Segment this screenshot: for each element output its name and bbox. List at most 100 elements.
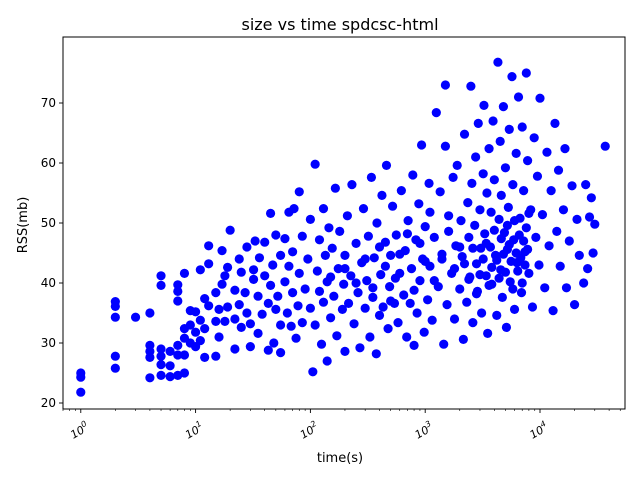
data-point — [509, 216, 520, 226]
data-point — [130, 312, 141, 322]
data-point — [527, 302, 538, 312]
data-point — [248, 274, 259, 284]
data-point — [320, 250, 330, 260]
data-point — [387, 201, 398, 211]
data-point — [234, 300, 244, 310]
data-point — [498, 249, 509, 259]
data-point — [399, 290, 409, 300]
data-point — [185, 320, 195, 330]
data-point — [374, 310, 385, 320]
data-point — [314, 286, 325, 296]
data-point — [173, 350, 183, 360]
data-point — [553, 165, 564, 175]
data-point — [484, 144, 494, 154]
data-point — [444, 226, 454, 236]
data-point — [288, 247, 298, 257]
data-point — [365, 332, 375, 342]
data-point — [440, 141, 451, 151]
data-point — [378, 302, 388, 312]
data-point — [322, 356, 332, 366]
data-point — [265, 208, 276, 218]
data-point — [200, 324, 210, 334]
x-tick-label: 104 — [526, 419, 550, 442]
data-point — [289, 204, 299, 214]
data-point — [260, 237, 270, 247]
data-point — [300, 284, 310, 294]
data-point — [390, 273, 400, 283]
data-point — [494, 273, 504, 283]
data-point — [294, 187, 304, 197]
data-point — [500, 163, 511, 173]
data-point — [275, 348, 286, 358]
data-point — [442, 300, 452, 310]
data-point — [414, 199, 424, 209]
data-point — [405, 298, 415, 308]
data-point — [368, 292, 378, 302]
y-tick-label: 30 — [41, 336, 56, 350]
data-point — [471, 259, 482, 269]
data-point — [234, 254, 244, 264]
data-point — [340, 346, 350, 356]
data-point — [314, 235, 325, 245]
data-point — [230, 344, 240, 354]
data-point — [156, 360, 166, 370]
data-point — [457, 252, 467, 262]
data-point — [343, 298, 354, 308]
data-point — [423, 295, 433, 305]
data-point — [254, 253, 265, 263]
data-point — [590, 219, 600, 229]
data-point — [395, 249, 405, 259]
data-point — [220, 271, 230, 281]
data-point — [294, 268, 304, 278]
data-point — [310, 320, 320, 330]
data-point — [383, 324, 393, 334]
data-point — [326, 313, 336, 323]
data-point — [481, 238, 491, 248]
data-point — [351, 238, 361, 248]
data-point — [505, 277, 515, 287]
data-point — [482, 188, 492, 198]
data-point — [293, 301, 303, 311]
data-point — [173, 296, 183, 306]
data-point — [195, 265, 205, 275]
data-point — [275, 320, 286, 330]
data-point — [600, 141, 610, 151]
data-point — [484, 280, 494, 290]
y-tick-label: 50 — [41, 216, 56, 230]
data-point — [558, 205, 569, 215]
data-point — [521, 223, 531, 233]
data-point — [492, 310, 502, 320]
data-point — [500, 267, 511, 277]
data-point — [260, 271, 270, 281]
data-point — [222, 262, 233, 272]
data-point — [326, 272, 336, 282]
data-point — [217, 246, 227, 256]
data-point — [448, 172, 458, 182]
data-point — [280, 234, 290, 244]
data-point — [409, 340, 419, 350]
data-point — [475, 205, 485, 215]
data-point — [200, 294, 210, 304]
data-point — [211, 288, 221, 298]
data-point — [544, 241, 554, 251]
data-point — [282, 308, 292, 318]
data-point — [516, 253, 526, 263]
data-point — [225, 225, 235, 235]
data-point — [327, 243, 337, 253]
data-point — [200, 352, 210, 362]
data-point — [346, 271, 356, 281]
data-point — [452, 160, 462, 170]
data-point — [230, 285, 240, 295]
data-point — [329, 291, 339, 301]
data-point — [156, 370, 166, 380]
data-point — [497, 292, 507, 302]
data-point — [520, 260, 530, 270]
data-point — [583, 264, 593, 274]
data-point — [464, 232, 474, 242]
data-point — [386, 296, 396, 306]
data-point — [517, 278, 527, 288]
data-point — [242, 242, 252, 252]
data-point — [502, 220, 512, 230]
